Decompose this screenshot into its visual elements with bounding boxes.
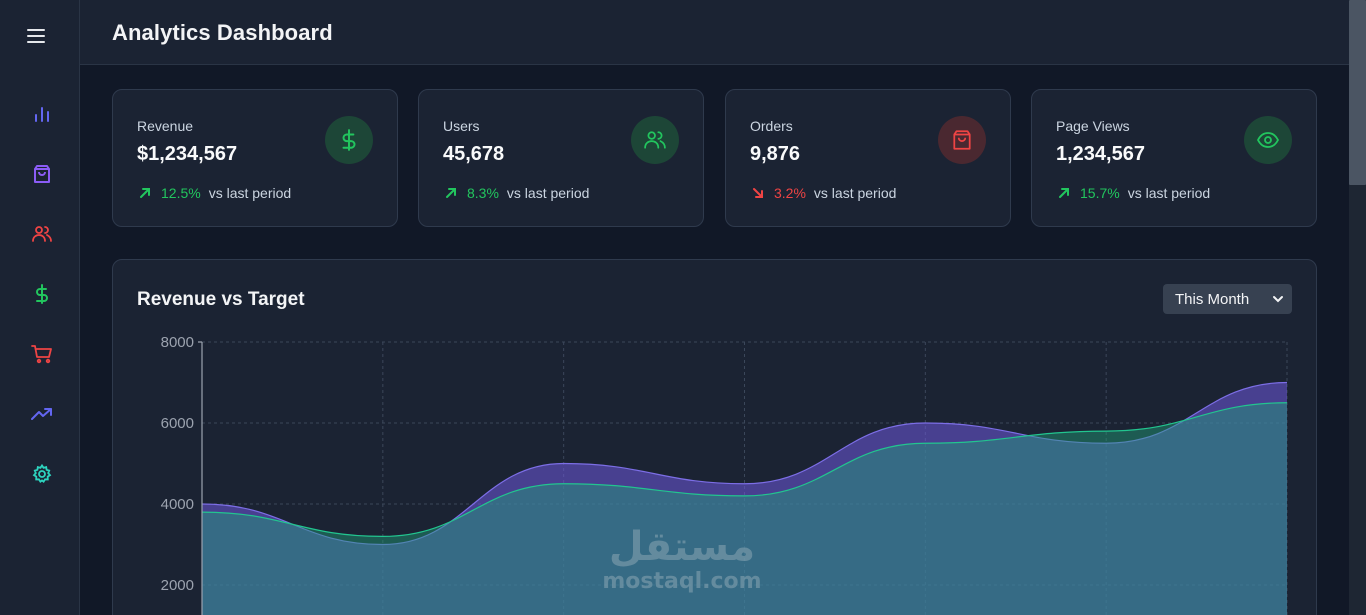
revenue-chart-card: 8000 6000 4000 2000 Revenue vs Target This … <box>112 259 1317 615</box>
stat-compare-label: vs last period <box>813 185 897 201</box>
scrollbar-thumb[interactable] <box>1349 0 1366 185</box>
stat-label: Page Views <box>1056 118 1130 134</box>
y-tick-label: 4000 <box>161 496 194 513</box>
dollar-icon <box>325 116 373 164</box>
cart-icon[interactable] <box>30 342 54 366</box>
shopping-bag-icon[interactable] <box>30 162 54 186</box>
stat-compare-label: vs last period <box>506 185 590 201</box>
stat-value: 9,876 <box>750 143 801 165</box>
stat-change: 8.3% <box>467 185 499 201</box>
y-tick-label: 6000 <box>161 415 194 432</box>
series-area-2 <box>202 402 1287 615</box>
series-line-1 <box>201 381 1288 546</box>
stat-card-page-views: Page Views 1,234,567 15.7% vs last perio… <box>1031 89 1317 227</box>
trending-up-icon[interactable] <box>30 402 54 426</box>
dollar-icon[interactable] <box>30 282 54 306</box>
stat-card-revenue: Revenue $1,234,567 12.5% vs last period <box>112 89 398 227</box>
stat-change: 15.7% <box>1080 185 1120 201</box>
stat-card-users: Users 45,678 8.3% vs last period <box>418 89 704 227</box>
stat-trend: 15.7% vs last period <box>1056 185 1210 201</box>
arrow-up-right-icon <box>443 185 459 201</box>
stat-card-orders: Orders 9,876 3.2% vs last period <box>725 89 1011 227</box>
revenue-chart: 8000 6000 4000 2000 <box>161 334 1288 615</box>
main-content: Revenue $1,234,567 12.5% vs last period … <box>80 65 1349 615</box>
stat-compare-label: vs last period <box>208 185 292 201</box>
header: Analytics Dashboard <box>80 0 1349 65</box>
watermark-latin: mostaql.com <box>602 569 762 594</box>
series-line-2 <box>201 402 1288 538</box>
bar-chart-icon[interactable] <box>30 102 54 126</box>
series-area-1 <box>202 382 1287 615</box>
stat-compare-label: vs last period <box>1127 185 1211 201</box>
watermark-logo: مستقل mostaql.com <box>596 525 768 605</box>
y-tick-label: 8000 <box>161 334 194 351</box>
watermark-arabic: مستقل <box>608 524 756 570</box>
stat-label: Users <box>443 118 480 134</box>
stat-label: Revenue <box>137 118 194 134</box>
users-icon[interactable] <box>30 222 54 246</box>
y-tick-label: 2000 <box>161 577 194 594</box>
stat-trend: 12.5% vs last period <box>137 185 291 201</box>
chevron-down-icon <box>1273 296 1283 303</box>
arrow-up-right-icon <box>137 185 153 201</box>
sidebar <box>0 0 80 615</box>
stat-trend: 3.2% vs last period <box>750 185 896 201</box>
users-icon <box>631 116 679 164</box>
stat-value: 45,678 <box>443 143 505 165</box>
page-title: Analytics Dashboard <box>112 20 333 45</box>
period-select-value: This Month <box>1175 290 1250 308</box>
eye-icon <box>1244 116 1292 164</box>
hamburger-menu-icon[interactable] <box>24 24 48 48</box>
stat-change: 3.2% <box>774 185 806 201</box>
stat-change: 12.5% <box>161 185 201 201</box>
arrow-up-right-icon <box>1056 185 1072 201</box>
period-select[interactable]: This Month <box>1163 284 1292 314</box>
arrow-down-right-icon <box>750 185 766 201</box>
shopping-bag-icon <box>938 116 986 164</box>
stat-label: Orders <box>750 118 793 134</box>
stat-value: 1,234,567 <box>1056 143 1145 165</box>
stat-value: $1,234,567 <box>137 143 238 165</box>
stat-trend: 8.3% vs last period <box>443 185 589 201</box>
chart-title: Revenue vs Target <box>137 289 305 310</box>
settings-icon[interactable] <box>30 462 54 486</box>
